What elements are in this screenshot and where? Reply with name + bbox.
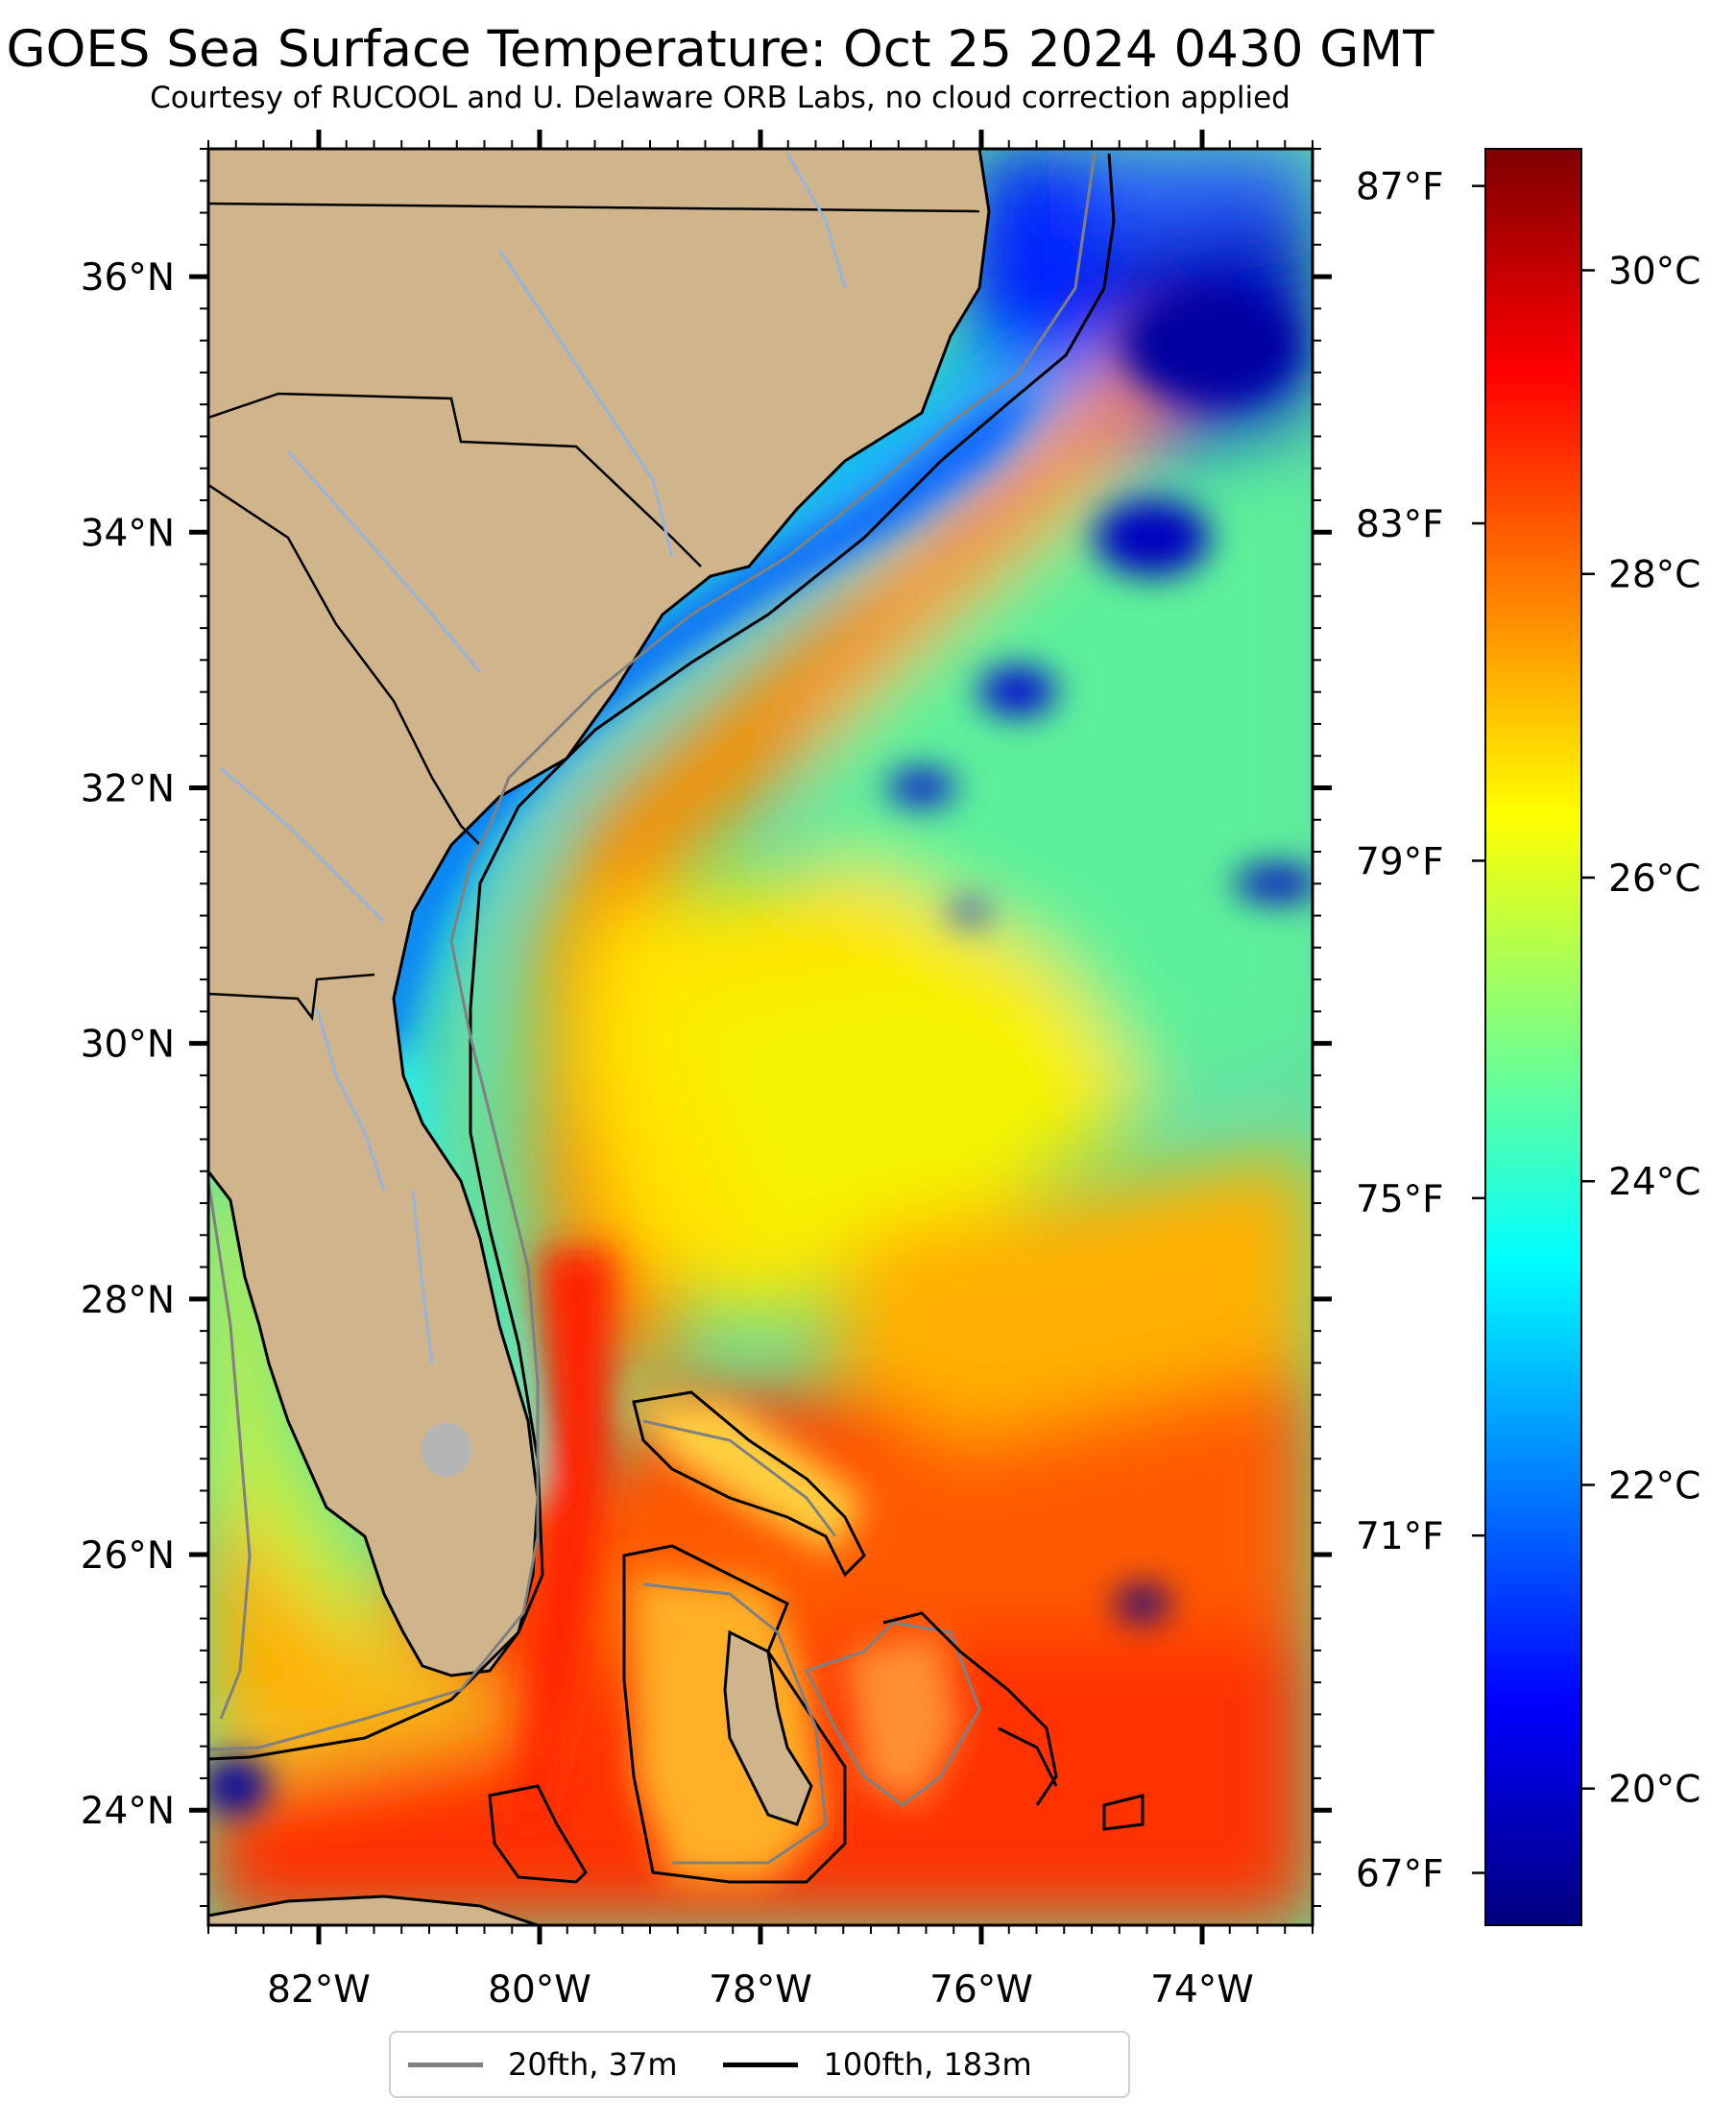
lake-okeechobee — [422, 1423, 471, 1477]
legend-item-100fth: 100fth, 183m — [723, 2046, 1032, 2083]
map-title: GOES Sea Surface Temperature: Oct 25 202… — [6, 20, 1435, 79]
mainland — [208, 149, 991, 1677]
fahrenheit-tick-label: 71°F — [1356, 1515, 1444, 1558]
lat-tick-label: 36°N — [81, 256, 175, 300]
andros-island — [723, 1629, 813, 1826]
bahamas-banks — [488, 1390, 1145, 1884]
map-subtitle: Courtesy of RUCOOL and U. Delaware ORB L… — [150, 81, 1290, 115]
legend-label-20fth: 20fth, 37m — [508, 2046, 678, 2083]
lat-tick-label: 26°N — [81, 1534, 175, 1578]
lat-tick-label: 24°N — [81, 1790, 175, 1833]
fahrenheit-tick-label: 87°F — [1356, 166, 1444, 209]
lon-tick-label: 74°W — [1150, 1968, 1254, 2012]
isobaths — [208, 153, 1116, 1761]
rivers — [220, 153, 847, 1364]
map-axes: 82°W 80°W 78°W 76°W 74°W 36°N 34°N 32°N 30°N 28°N… — [81, 130, 1332, 2012]
celsius-tick-label: 28°C — [1608, 554, 1700, 597]
isobath-legend: 20fth, 37m 100fth, 183m — [389, 2031, 1130, 2098]
lat-tick-label: 34°N — [81, 512, 175, 555]
celsius-tick-label: 26°C — [1608, 857, 1700, 901]
lat-tick-label: 30°N — [81, 1024, 175, 1067]
map-panel — [208, 149, 1313, 1925]
legend-swatch-black — [723, 2062, 799, 2067]
isobath-20fth — [208, 153, 1097, 1751]
celsius-tick-label: 30°C — [1608, 250, 1700, 293]
legend-item-20fth: 20fth, 37m — [408, 2046, 677, 2083]
fahrenheit-tick-label: 67°F — [1356, 1853, 1444, 1896]
lat-tick-label: 28°N — [81, 1279, 175, 1322]
colorbar: 30°C 28°C 26°C 24°C 22°C 20°C 87°F 83°F 79°F 75°F… — [1356, 148, 1700, 1926]
lon-tick-label: 80°W — [488, 1968, 591, 2012]
isobath-100fth — [208, 153, 1116, 1761]
legend-swatch-gray — [408, 2062, 483, 2067]
fahrenheit-tick-label: 75°F — [1356, 1178, 1444, 1221]
legend-label-100fth: 100fth, 183m — [823, 2046, 1032, 2083]
colorbar-gradient — [1484, 148, 1582, 1926]
celsius-tick-label: 22°C — [1608, 1464, 1700, 1508]
fahrenheit-tick-label: 83°F — [1356, 503, 1444, 546]
celsius-tick-label: 24°C — [1608, 1161, 1700, 1204]
lon-tick-label: 78°W — [709, 1968, 812, 2012]
lon-tick-label: 82°W — [267, 1968, 371, 2012]
colorbar-ticks: 30°C 28°C 26°C 24°C 22°C 20°C 87°F 83°F 79°F 75°F… — [1356, 166, 1700, 1896]
lon-tick-label: 76°W — [929, 1968, 1033, 2012]
celsius-tick-label: 20°C — [1608, 1769, 1700, 1812]
fahrenheit-tick-label: 79°F — [1356, 840, 1444, 883]
lat-tick-label: 32°N — [81, 767, 175, 810]
land — [208, 149, 991, 1925]
